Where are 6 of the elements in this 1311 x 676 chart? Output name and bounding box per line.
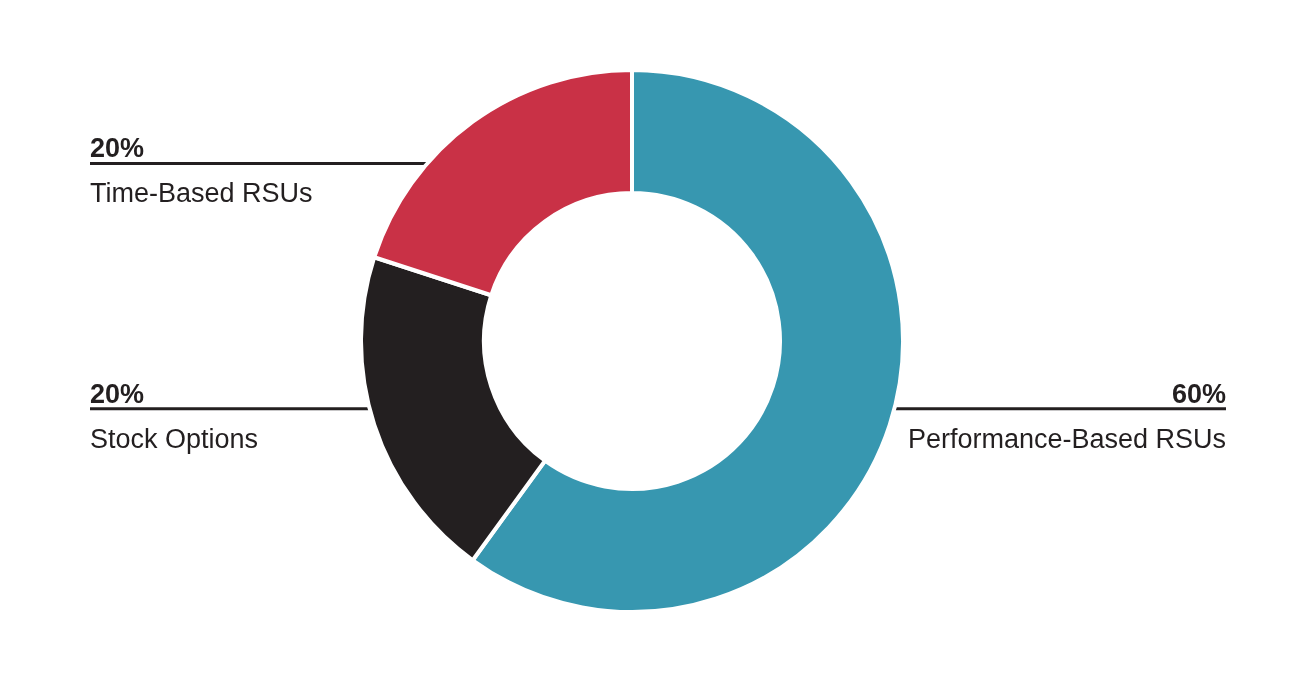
- data-label: 20%: [90, 133, 145, 164]
- slice-label: Performance-Based RSUs: [907, 423, 1226, 454]
- data-label: 20%: [90, 378, 145, 409]
- data-label: 60%: [1171, 378, 1226, 409]
- slice-label: Stock Options: [90, 423, 259, 454]
- slice-label: Time-Based RSUs: [90, 178, 313, 209]
